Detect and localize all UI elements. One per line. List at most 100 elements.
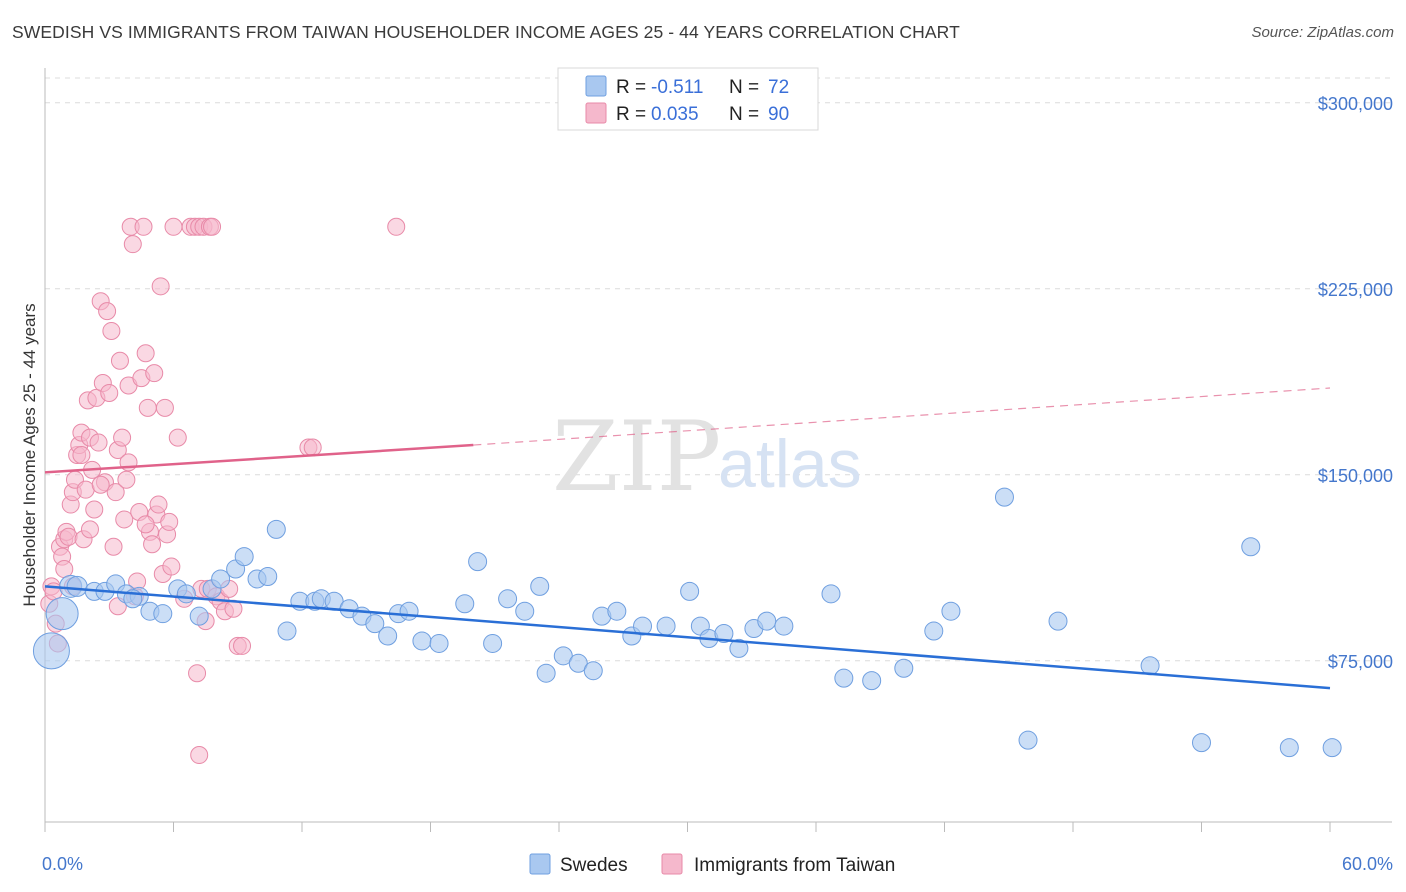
point-swedes — [32, 632, 70, 670]
point-swedes — [862, 671, 882, 691]
point-swedes — [234, 547, 254, 567]
point-taiwan — [100, 383, 119, 402]
point-swedes — [153, 604, 173, 624]
point-swedes — [266, 519, 286, 539]
source-credit: Source: ZipAtlas.com — [1251, 24, 1394, 41]
watermark: ZIP atlas — [552, 401, 862, 513]
trend-line-swedes — [44, 585, 1331, 690]
point-taiwan — [387, 217, 406, 236]
point-swedes — [1192, 733, 1211, 753]
legend-swatch-taiwan — [585, 102, 607, 124]
point-swedes — [1279, 738, 1299, 758]
trend-line-taiwan — [44, 443, 474, 474]
point-taiwan — [155, 398, 174, 417]
point-taiwan — [85, 500, 104, 519]
point-taiwan — [160, 512, 179, 531]
point-taiwan — [117, 470, 136, 489]
point-taiwan — [136, 515, 155, 534]
point-swedes — [774, 616, 794, 636]
point-swedes — [468, 552, 488, 572]
y-tick-label: $150,000 — [1318, 466, 1393, 486]
point-taiwan — [303, 438, 322, 457]
point-swedes — [1140, 656, 1160, 676]
point-taiwan — [91, 475, 110, 494]
point-swedes — [633, 616, 653, 636]
legend-r-label-taiwan: R = — [616, 104, 646, 125]
point-swedes — [211, 569, 231, 589]
point-swedes — [1048, 611, 1068, 631]
point-swedes — [498, 589, 518, 609]
point-taiwan — [113, 428, 132, 447]
point-taiwan — [168, 428, 187, 447]
point-taiwan — [138, 398, 157, 417]
point-swedes — [607, 601, 627, 621]
point-swedes — [894, 658, 914, 678]
legend-n-label-swedes: N = — [729, 77, 759, 98]
point-swedes — [483, 633, 503, 653]
bottom-legend-swatch-taiwan — [661, 853, 683, 875]
y-tick-labels: $75,000 $150,000 $225,000 $300,000 — [1318, 94, 1393, 672]
point-taiwan — [162, 557, 181, 576]
y-tick-label: $300,000 — [1318, 94, 1393, 114]
y-tick-label: $225,000 — [1318, 280, 1393, 300]
point-taiwan — [149, 495, 168, 514]
point-swedes — [45, 597, 79, 631]
point-taiwan — [143, 535, 162, 554]
legend-n-value-swedes: 72 — [768, 77, 789, 98]
legend-swatch-swedes — [585, 75, 607, 97]
point-swedes — [66, 575, 88, 597]
point-swedes — [553, 646, 573, 666]
point-swedes — [365, 614, 385, 634]
point-swedes — [399, 601, 419, 621]
legend-bottom: Swedes Immigrants from Taiwan — [529, 853, 895, 876]
bottom-legend-label-swedes: Swedes — [560, 855, 628, 876]
point-taiwan — [98, 302, 117, 321]
bottom-legend-label-taiwan: Immigrants from Taiwan — [694, 855, 895, 876]
point-taiwan — [89, 433, 108, 452]
trend-lines — [44, 387, 1331, 690]
point-taiwan — [134, 217, 153, 236]
point-swedes — [568, 653, 588, 673]
point-swedes — [583, 661, 603, 681]
bottom-legend-swatch-swedes — [529, 853, 551, 875]
point-swedes — [1322, 738, 1342, 758]
y-axis-label: Householder Income Ages 25 - 44 years — [20, 303, 39, 606]
point-taiwan — [72, 445, 91, 464]
point-taiwan — [164, 217, 183, 236]
point-taiwan — [233, 636, 252, 655]
point-taiwan — [190, 746, 209, 765]
axes — [44, 68, 1392, 832]
point-swedes — [994, 487, 1014, 507]
point-swedes — [656, 616, 676, 636]
point-swedes — [536, 663, 556, 683]
point-swedes — [729, 638, 749, 658]
point-taiwan — [80, 520, 99, 539]
point-swedes — [1241, 537, 1261, 557]
point-swedes — [680, 581, 700, 601]
point-swedes — [924, 621, 944, 641]
legend-n-value-taiwan: 90 — [768, 104, 789, 125]
point-taiwan — [203, 217, 222, 236]
point-swedes — [189, 606, 209, 626]
point-taiwan — [188, 664, 207, 683]
point-swedes — [941, 601, 961, 621]
y-tick-label: $75,000 — [1328, 652, 1393, 672]
watermark-zip: ZIP — [552, 401, 721, 513]
point-swedes — [412, 631, 432, 651]
point-swedes — [530, 576, 550, 596]
point-taiwan — [104, 537, 123, 556]
point-swedes — [1018, 730, 1038, 750]
point-taiwan — [110, 351, 129, 370]
point-taiwan — [151, 277, 170, 296]
legend-r-value-taiwan: 0.035 — [651, 104, 699, 125]
point-taiwan — [106, 483, 125, 502]
point-taiwan — [102, 321, 121, 340]
x-tick-label-max: 60.0% — [1342, 854, 1393, 874]
point-swedes — [821, 584, 841, 604]
point-taiwan — [115, 510, 134, 529]
x-tick-label-min: 0.0% — [42, 854, 83, 874]
point-swedes — [834, 668, 854, 688]
point-swedes — [429, 633, 449, 653]
series-swedes-points — [32, 487, 1342, 758]
